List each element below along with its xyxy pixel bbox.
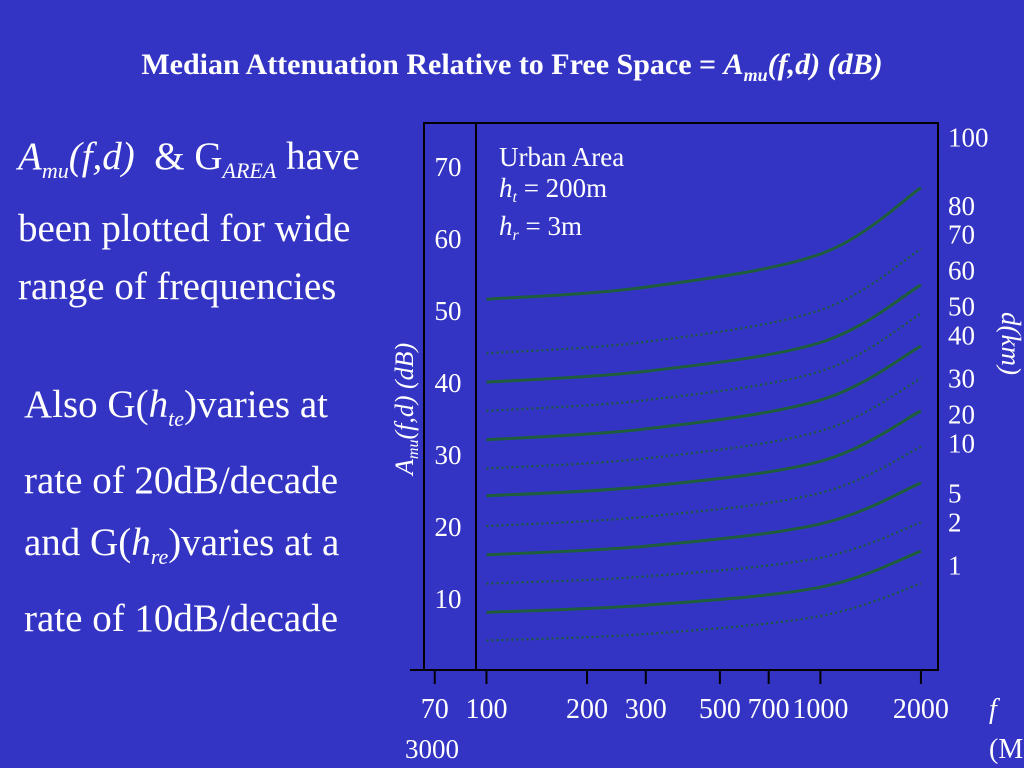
hr-value: = 3m [519, 211, 582, 241]
curve-d-5km [486, 521, 922, 585]
x-extra-label: 3000 [405, 734, 459, 764]
distance-label-20: 20 [948, 399, 975, 429]
x-tick-label-700: 700 [748, 694, 790, 725]
distance-label-40: 40 [948, 320, 975, 350]
y-tick-label-30: 30 [435, 440, 462, 470]
garea-symbol: G [194, 135, 223, 178]
title-symbol-sub: mu [743, 65, 768, 85]
x-ticks-group: 70 100 200 300 500 700 1000 2000 [421, 670, 949, 725]
bullet-g-rates: Also G(hte)varies at rate of 20dB/decade… [24, 374, 394, 650]
distance-label-2: 2 [948, 507, 962, 537]
hte-symbol: h [148, 383, 169, 426]
distance-label-80: 80 [948, 191, 975, 221]
amu-args: (f,d) [68, 135, 135, 178]
title-suffix: (f,d) (dB) [767, 48, 883, 81]
x-tick-label-100: 100 [465, 694, 507, 725]
y-tick-label-40: 40 [435, 368, 462, 398]
hr-sub: r [513, 227, 520, 244]
curve-d-20km [486, 445, 922, 528]
bullet2-part2: )varies at rate of 20dB/decade and G( [24, 383, 339, 564]
curve-d-60km [486, 312, 922, 412]
amu-sub: mu [41, 157, 69, 183]
x-tick-label-1000: 1000 [792, 694, 848, 725]
curves-group [486, 186, 922, 642]
curve-d-70km [486, 283, 922, 384]
y-ticks-group: 10 20 30 40 50 60 70 [435, 152, 462, 614]
slide-title: Median Attenuation Relative to Free Spac… [0, 48, 1024, 86]
ht-sub: t [513, 189, 518, 206]
curve-d-100km [486, 186, 922, 301]
distance-label-60: 60 [948, 256, 975, 286]
x-tick-label-200: 200 [566, 694, 608, 725]
y-tick-label-50: 50 [435, 296, 462, 326]
hte-sub: te [168, 405, 184, 431]
title-prefix: Median Attenuation Relative to Free Spac… [141, 48, 724, 81]
distance-label-100: 100 [948, 122, 989, 152]
ampersand: & [134, 135, 195, 178]
bullet2-part3: )varies at a rate of 10dB/decade [24, 520, 340, 640]
annotation-line2: ht = 200m [499, 173, 607, 206]
y-tick-label-70: 70 [435, 152, 462, 182]
annotation-line3: hr = 3m [499, 211, 582, 244]
curve-d-80km [486, 248, 922, 355]
ht-symbol: h [499, 173, 513, 203]
bullet2-part1: Also G( [24, 383, 149, 426]
x-axis-label: f [989, 694, 1000, 725]
bullet1-rest: have been plotted for wide range of freq… [18, 135, 360, 308]
y-label-sub: mu [405, 440, 422, 460]
x-tick-label-70: 70 [421, 694, 449, 725]
distance-label-50: 50 [948, 292, 975, 322]
y-tick-label-20: 20 [435, 512, 462, 542]
x-tick-label-2000: 2000 [893, 694, 949, 725]
amu-symbol: A [18, 135, 42, 178]
x-tick-label-300: 300 [625, 694, 667, 725]
distance-label-5: 5 [948, 479, 962, 509]
curve-d-40km [486, 377, 922, 470]
curve-d-2km [486, 549, 922, 614]
y-tick-label-60: 60 [435, 224, 462, 254]
distance-label-70: 70 [948, 220, 975, 250]
curve-d-1km [486, 582, 922, 642]
curve-d-50km [486, 344, 922, 442]
hre-sub: re [150, 543, 169, 569]
hre-symbol: h [131, 520, 151, 564]
y-label-rest: (f,d) (dB) [390, 343, 419, 440]
y-axis-label: Amu(f,d) (dB) [390, 343, 422, 477]
x-axis-units: (M [989, 734, 1023, 765]
y-label-base: A [390, 459, 419, 477]
ht-value: = 200m [517, 173, 607, 203]
garea-sub: AREA [222, 157, 277, 183]
y-tick-label-10: 10 [435, 584, 462, 614]
distance-label-10: 10 [948, 428, 975, 458]
distance-label-30: 30 [948, 364, 975, 394]
curve-d-30km [486, 409, 922, 498]
bullet-amu-garea: Amu(f,d) & GAREA have been plotted for w… [18, 128, 388, 316]
hr-symbol: h [499, 211, 513, 241]
curve-d-10km [486, 481, 922, 557]
right-axis-label: d(km) [996, 312, 1024, 375]
annotation-line1: Urban Area [499, 142, 624, 172]
distance-label-1: 1 [948, 551, 962, 581]
x-tick-label-500: 500 [699, 694, 741, 725]
title-symbol: A [723, 48, 744, 81]
